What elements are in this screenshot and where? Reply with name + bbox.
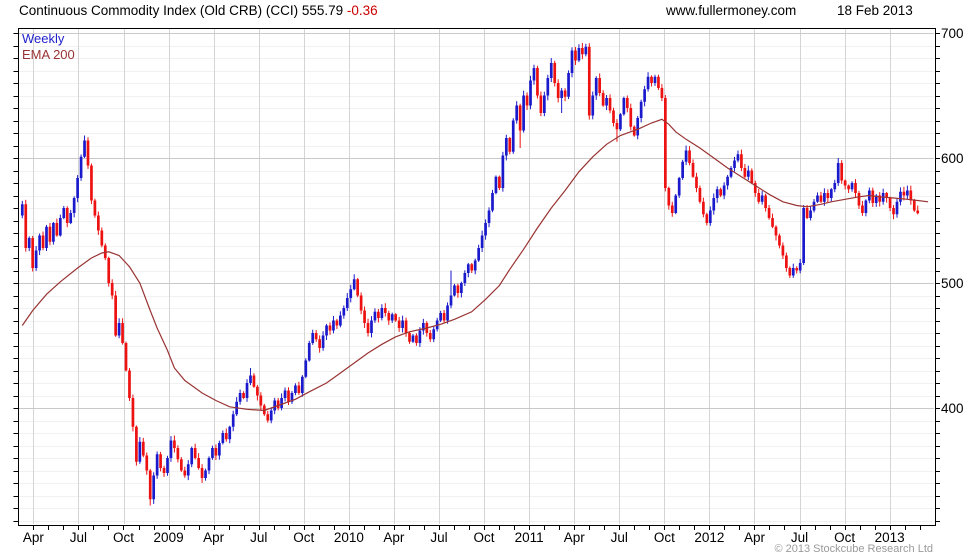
chart-title: Continuous Commodity Index (Old CRB) (CC…	[19, 3, 344, 18]
svg-text:2010: 2010	[334, 530, 364, 545]
svg-text:Apr: Apr	[203, 530, 225, 545]
svg-text:Oct: Oct	[834, 530, 855, 545]
candles	[20, 43, 920, 506]
svg-text:Jul: Jul	[791, 530, 808, 545]
svg-text:2013: 2013	[875, 530, 905, 545]
svg-text:500: 500	[941, 276, 964, 291]
page-title: Continuous Commodity Index (Old CRB) (CC…	[19, 3, 378, 18]
svg-text:2012: 2012	[694, 530, 724, 545]
svg-text:Oct: Oct	[654, 530, 675, 545]
svg-text:400: 400	[941, 401, 964, 416]
svg-text:Oct: Oct	[474, 530, 495, 545]
svg-text:2011: 2011	[515, 530, 544, 545]
plot-border	[18, 28, 936, 526]
axis-ticks	[13, 33, 940, 530]
website-label: www.fullermoney.com	[666, 3, 797, 18]
svg-text:Apr: Apr	[744, 530, 766, 545]
svg-text:Oct: Oct	[113, 530, 134, 545]
svg-text:Apr: Apr	[23, 530, 45, 545]
y-axis-labels: 700 600 500 400	[941, 26, 964, 416]
gridlines	[19, 29, 934, 524]
date-label: 18 Feb 2013	[837, 3, 913, 18]
legend-weekly-label: Weekly	[22, 31, 65, 46]
svg-text:Jul: Jul	[250, 530, 267, 545]
svg-text:Apr: Apr	[564, 530, 586, 545]
ema-line	[21, 118, 929, 412]
svg-text:Oct: Oct	[293, 530, 314, 545]
svg-text:Jul: Jul	[611, 530, 628, 545]
svg-text:600: 600	[941, 151, 964, 166]
svg-text:Apr: Apr	[383, 530, 405, 545]
x-axis-labels: Apr Jul Oct 2009 Apr Jul Oct 2010 Apr Jul Oct 2011 A…	[23, 530, 905, 545]
price-change: -0.36	[346, 3, 378, 18]
svg-text:Jul: Jul	[70, 530, 87, 545]
copyright-label: © 2013 Stockcube Research Ltd	[774, 543, 933, 555]
svg-text:Jul: Jul	[430, 530, 447, 545]
svg-text:700: 700	[941, 26, 964, 41]
legend-ema-label: EMA 200	[22, 47, 75, 62]
svg-text:2009: 2009	[154, 530, 184, 545]
